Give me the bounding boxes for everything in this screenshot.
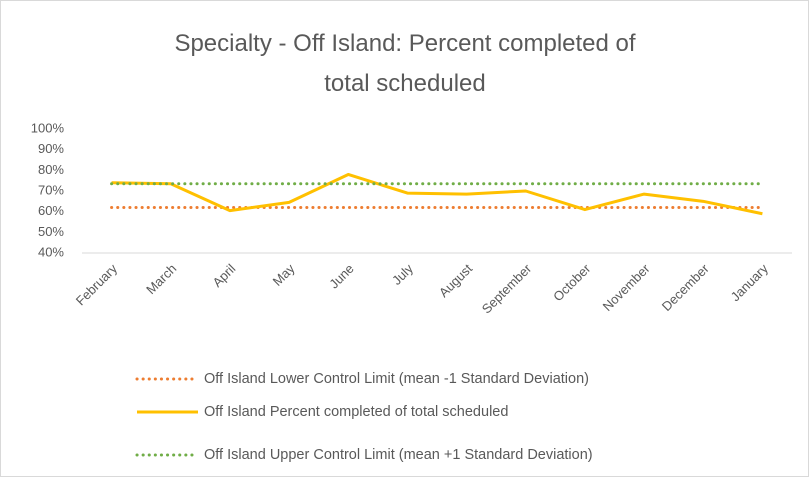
y-tick-label: 40% (38, 244, 64, 259)
series-line (111, 172, 763, 216)
y-tick-label: 100% (31, 120, 65, 135)
y-tick-label: 90% (38, 141, 64, 156)
legend-label: Off Island Lower Control Limit (mean -1 … (204, 371, 589, 387)
chart-title: Specialty - Off Island: Percent complete… (174, 30, 635, 97)
y-tick-label: 50% (38, 224, 64, 239)
y-tick-label: 70% (38, 182, 64, 197)
legend-label: Off Island Percent completed of total sc… (204, 404, 508, 420)
legend-label: Off Island Upper Control Limit (mean +1 … (204, 447, 593, 463)
y-tick-label: 80% (38, 162, 64, 177)
y-tick-label: 60% (38, 203, 64, 218)
